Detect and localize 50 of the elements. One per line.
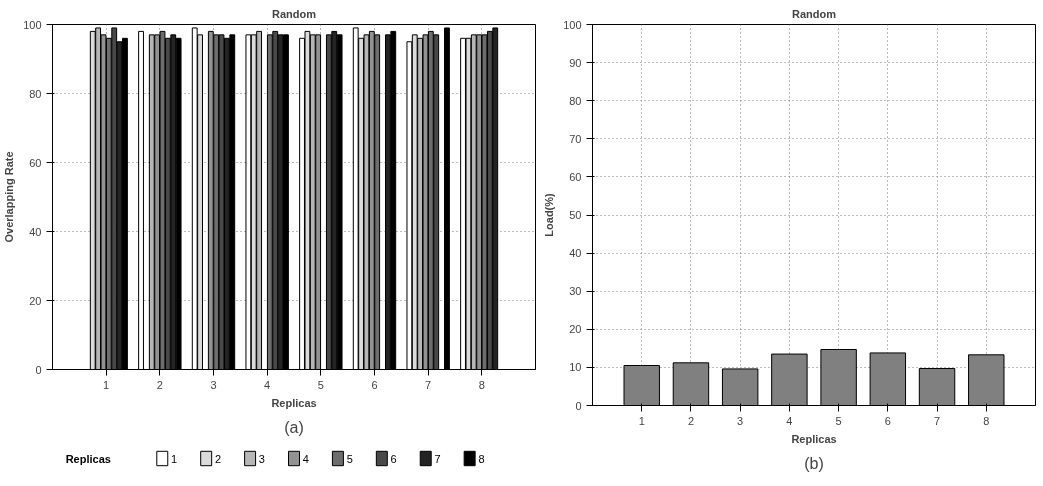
- y-axis-title: Load(%): [543, 192, 556, 237]
- x-tick-label: 5: [835, 414, 842, 427]
- text: (b): [804, 454, 824, 472]
- x-tick-label: 4: [786, 414, 793, 427]
- x-tick-label: 2: [156, 378, 163, 391]
- x-tick-label: 7: [934, 414, 941, 427]
- x-tick-label: 1: [638, 414, 645, 427]
- y-tick-label: 100: [23, 18, 42, 31]
- y-tick-label: 60: [569, 170, 582, 183]
- y-tick-label: 100: [563, 18, 582, 31]
- x-tick-label: 5: [317, 378, 324, 391]
- legend-label: 4: [302, 452, 309, 465]
- x-tick-label: 1: [103, 378, 110, 391]
- x-axis-title: Replicas: [791, 432, 837, 445]
- x-tick-label: 7: [425, 378, 432, 391]
- text: (a): [284, 418, 304, 436]
- x-tick-label: 8: [983, 414, 990, 427]
- y-tick-label: 50: [569, 209, 582, 221]
- legend-label: 6: [390, 452, 397, 465]
- chart-title: Random: [792, 7, 837, 20]
- y-tick-label: 10: [569, 361, 582, 374]
- x-axis-title: Replicas: [271, 396, 317, 409]
- y-tick-label: 40: [29, 225, 42, 238]
- y-tick-label: 80: [569, 94, 582, 107]
- y-tick-label: 20: [569, 323, 582, 336]
- y-tick-label: 70: [569, 132, 582, 145]
- y-tick-label: 20: [29, 294, 42, 307]
- x-tick-label: 6: [371, 378, 378, 391]
- y-tick-label: 0: [575, 399, 582, 412]
- legend-label: 5: [346, 452, 353, 465]
- legend-label: 3: [258, 452, 265, 465]
- legend-label: 7: [434, 452, 441, 465]
- legend-label: 8: [478, 452, 485, 465]
- chart-title: Random: [272, 7, 317, 20]
- x-tick-label: 2: [687, 414, 695, 427]
- y-tick-label: 30: [569, 285, 582, 298]
- x-tick-label: 3: [210, 378, 217, 391]
- x-tick-label: 8: [478, 378, 485, 391]
- y-axis-title: Overlapping Rate: [3, 151, 16, 243]
- y-tick-label: 0: [35, 363, 42, 376]
- x-tick-label: 6: [884, 414, 891, 427]
- y-tick-label: 40: [569, 247, 582, 260]
- legend-label: 2: [214, 452, 222, 465]
- y-tick-label: 60: [29, 156, 42, 169]
- legend-label: 1: [171, 452, 178, 465]
- y-tick-label: 90: [569, 56, 582, 69]
- x-tick-label: 3: [737, 414, 744, 427]
- legend-title: Replicas: [65, 452, 111, 465]
- x-tick-label: 4: [264, 378, 271, 391]
- y-tick-label: 80: [29, 87, 42, 100]
